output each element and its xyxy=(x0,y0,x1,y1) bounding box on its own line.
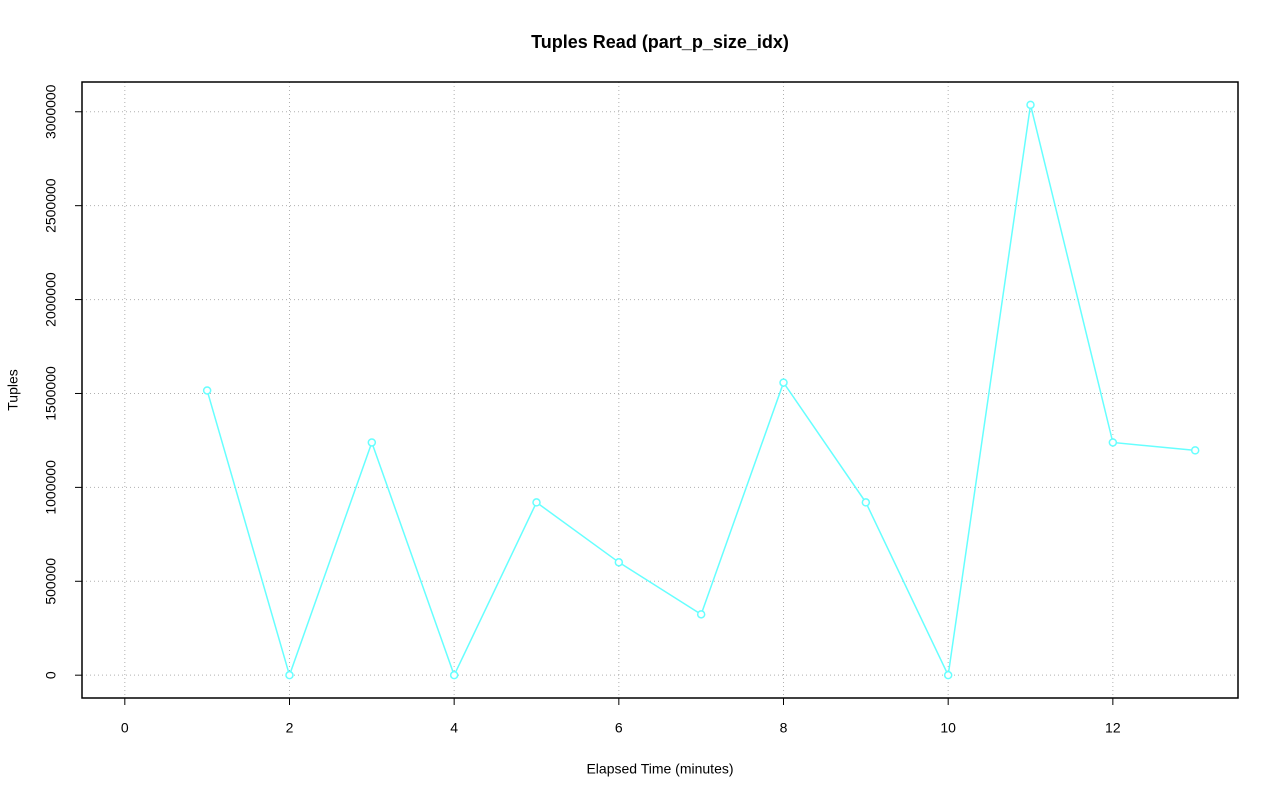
y-tick-label: 0 xyxy=(43,671,59,679)
data-point xyxy=(696,610,706,619)
y-tick-label: 1000000 xyxy=(43,460,59,515)
data-point xyxy=(1108,438,1118,447)
plot-frame xyxy=(81,81,1239,699)
y-tick-label: 2500000 xyxy=(43,178,59,233)
data-point xyxy=(861,498,871,507)
x-axis-label: Elapsed Time (minutes) xyxy=(586,761,733,777)
data-point xyxy=(614,558,624,567)
data-point xyxy=(367,438,377,447)
y-tick-label: 3000000 xyxy=(43,84,59,139)
x-tick-label: 12 xyxy=(1105,720,1121,736)
y-axis-label: Tuples xyxy=(5,369,21,411)
y-tick-label: 500000 xyxy=(43,558,59,605)
data-point xyxy=(449,670,459,680)
x-tick-label: 2 xyxy=(286,720,294,736)
y-tick-label: 1500000 xyxy=(43,366,59,421)
data-point xyxy=(532,498,541,507)
data-point xyxy=(1026,100,1035,110)
x-tick-label: 8 xyxy=(780,720,788,736)
x-tick-label: 0 xyxy=(121,720,129,736)
x-tick-label: 6 xyxy=(615,720,623,736)
y-tick-label: 2000000 xyxy=(43,272,59,327)
data-point xyxy=(285,670,294,680)
x-tick-label: 4 xyxy=(450,720,458,736)
data-point xyxy=(779,378,788,387)
series-line xyxy=(206,104,1196,678)
data-point xyxy=(943,670,953,680)
chart-title: Tuples Read (part_p_size_idx) xyxy=(531,32,789,52)
data-point xyxy=(202,386,212,395)
x-tick-label: 10 xyxy=(940,720,956,736)
data-point xyxy=(1190,446,1200,455)
